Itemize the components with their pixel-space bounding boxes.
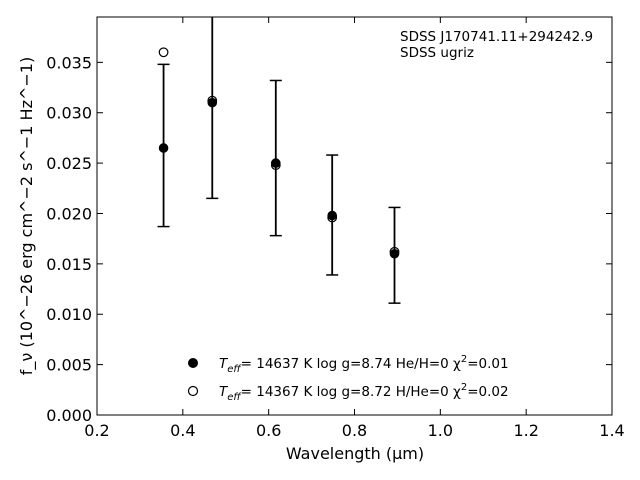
x-tick-label: 1.2 xyxy=(513,421,538,440)
data-markers xyxy=(158,47,400,259)
x-tick-label: 0.2 xyxy=(84,421,109,440)
legend-marker-open xyxy=(187,385,199,397)
legend-entry-1-part-0: T xyxy=(219,356,229,372)
y-tick-label: 0.030 xyxy=(46,104,92,123)
annotation-survey-name: SDSS ugriz xyxy=(400,45,474,61)
y-tick-label: 0.035 xyxy=(46,53,92,72)
legend-entry-1: Teff= 14637 K log g=8.74 He/H=0 χ2=0.01 xyxy=(219,354,509,375)
y-tick-label: 0.015 xyxy=(46,255,92,274)
model-point-open xyxy=(389,246,400,257)
model-point-open xyxy=(207,95,218,106)
legend-entry-1-part-2: = 14637 K log g=8.74 He/H=0 χ xyxy=(241,356,461,372)
legend-entry-2: Teff= 14367 K log g=8.72 H/He=0 χ2=0.02 xyxy=(219,382,509,403)
legend-entry-2-part-2: = 14367 K log g=8.72 H/He=0 χ xyxy=(241,384,461,400)
x-tick-label: 0.8 xyxy=(342,421,367,440)
x-tick-label: 0.4 xyxy=(170,421,195,440)
model-point-filled xyxy=(270,158,281,168)
legend-entry-1-part-1: eff xyxy=(227,364,242,375)
annotation-object-name: SDSS J170741.11+294242.9 xyxy=(400,29,593,45)
legend-entry-1-part-3: 2 xyxy=(461,354,467,365)
x-axis-title: Wavelength (μm) xyxy=(286,444,424,463)
legend-marker-filled xyxy=(188,358,198,368)
y-tick-label: 0.000 xyxy=(46,406,92,425)
model-point-filled xyxy=(158,143,169,153)
legend-entry-2-part-1: eff xyxy=(227,392,242,403)
legend-entry-2-part-3: 2 xyxy=(461,382,467,393)
y-tick-label: 0.010 xyxy=(46,305,92,324)
legend-entry-2-part-0: T xyxy=(219,384,229,400)
model-point-open xyxy=(327,212,338,223)
model-point-filled xyxy=(327,210,337,221)
x-tick-label: 1.0 xyxy=(428,421,453,440)
model-point-open xyxy=(270,160,281,171)
x-tick-label: 1.4 xyxy=(599,421,624,440)
x-tick-label: 0.6 xyxy=(256,421,281,440)
y-tick-label: 0.020 xyxy=(46,204,92,223)
legend: Teff= 14637 K log g=8.74 He/H=0 χ2=0.01 … xyxy=(187,354,509,403)
model-point-filled xyxy=(207,97,218,108)
axis-ticks: 0.2 0.4 0.6 0.8 1.0 1.2 1.4 0.000 0.005 0.010 0.01… xyxy=(46,17,625,440)
legend-entry-1-part-4: =0.01 xyxy=(467,356,508,372)
model-point-filled xyxy=(389,248,400,259)
y-tick-label: 0.005 xyxy=(46,356,92,375)
model-point-open xyxy=(158,47,169,58)
y-axis-title: f_ν (10^−26 erg cm^−2 s^−1 Hz^−1) xyxy=(17,57,37,375)
legend-entry-2-part-4: =0.02 xyxy=(467,384,508,400)
y-tick-label: 0.025 xyxy=(46,154,92,173)
